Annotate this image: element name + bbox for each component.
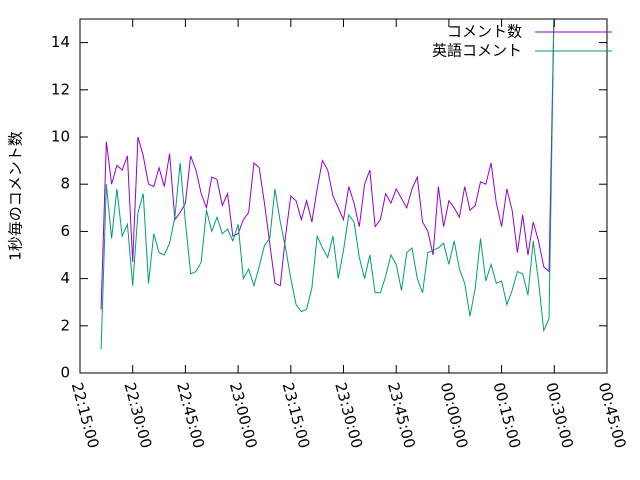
x-tick-label: 00:30:00 — [542, 381, 577, 451]
x-tick-label: 23:00:00 — [226, 381, 261, 451]
y-tick-label: 2 — [60, 316, 70, 334]
x-tick-label: 22:30:00 — [120, 381, 155, 451]
series-line — [100, 19, 555, 350]
series-line — [100, 19, 555, 310]
y-tick-label: 8 — [60, 175, 70, 193]
x-tick-label: 23:30:00 — [331, 381, 366, 451]
x-tick-label: 00:15:00 — [489, 381, 524, 451]
x-tick-label: 00:00:00 — [437, 381, 472, 451]
x-tick-label: 23:45:00 — [384, 381, 419, 451]
x-tick-label: 22:45:00 — [173, 381, 208, 451]
legend-label: コメント数 — [447, 23, 522, 41]
y-tick-label: 0 — [60, 364, 70, 382]
y-tick-label: 14 — [51, 33, 70, 51]
y-tick-label: 12 — [51, 80, 70, 98]
y-axis-label: 1秒毎のコメント数 — [7, 131, 25, 261]
y-tick-label: 10 — [51, 128, 70, 146]
plot-border — [79, 18, 608, 374]
legend-label: 英語コメント — [432, 42, 522, 60]
plot-lines — [100, 19, 555, 350]
y-tick-label: 6 — [60, 222, 70, 240]
x-tick-label: 00:45:00 — [595, 381, 630, 451]
x-tick-label: 22:15:00 — [68, 381, 103, 451]
y-tick-label: 4 — [60, 269, 70, 287]
x-tick-label: 23:15:00 — [279, 381, 314, 451]
